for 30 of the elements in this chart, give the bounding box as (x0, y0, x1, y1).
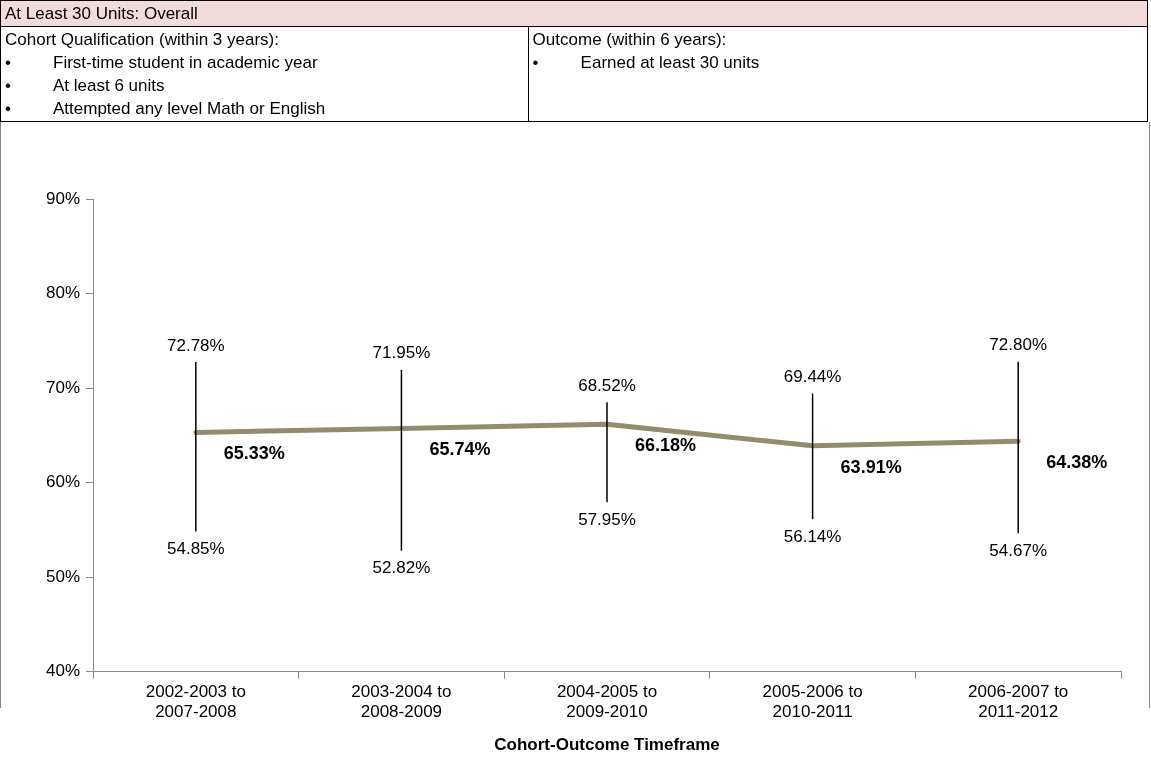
data-label: 63.91% (840, 456, 902, 477)
x-tick-label: 2006-2007 to 2011-2012 (968, 681, 1069, 722)
text: Outcome (within 6 years): • Earned at least 30 units (528, 26, 1148, 122)
annotation: 68.52% (578, 375, 636, 395)
y-tick-label: 90% (45, 188, 81, 208)
data-label: 64.38% (1046, 452, 1108, 473)
y-tick-label: 60% (45, 472, 81, 492)
text: Cohort Qualification (within 3 years): • First-time student in academic year • At least 6 units • Attempted any level Math or English (0, 26, 529, 122)
y-tick-label: 50% (45, 566, 81, 586)
annotation: 56.14% (783, 526, 842, 546)
annotation: 72.80% (989, 335, 1048, 355)
data-label: 65.74% (429, 439, 491, 460)
x-tick-label: 2004-2005 to 2009-2010 (556, 681, 658, 722)
annotation: 72.78% (166, 335, 225, 355)
annotation: 54.67% (989, 540, 1048, 560)
annotation: 54.85% (166, 539, 225, 559)
x-axis-title: Cohort-Outcome Timeframe (494, 735, 720, 755)
data-label: 65.33% (223, 443, 285, 464)
x-tick-label: 2003-2004 to 2008-2009 (351, 681, 452, 722)
annotation: 71.95% (372, 343, 431, 363)
x-tick-label: 2002-2003 to 2007-2008 (145, 681, 246, 722)
chart-title: At Least 30 Units: Overall (0, 0, 1148, 27)
data-label: 66.18% (635, 435, 697, 456)
y-tick-label: 40% (45, 661, 81, 681)
y-tick-label: 80% (45, 283, 81, 303)
annotation: 52.82% (372, 558, 431, 578)
x-tick-label: 2005-2006 to 2010-2011 (762, 681, 863, 722)
y-tick-label: 70% (45, 377, 81, 397)
annotation: 69.44% (783, 367, 842, 387)
annotation: 57.95% (578, 509, 636, 529)
